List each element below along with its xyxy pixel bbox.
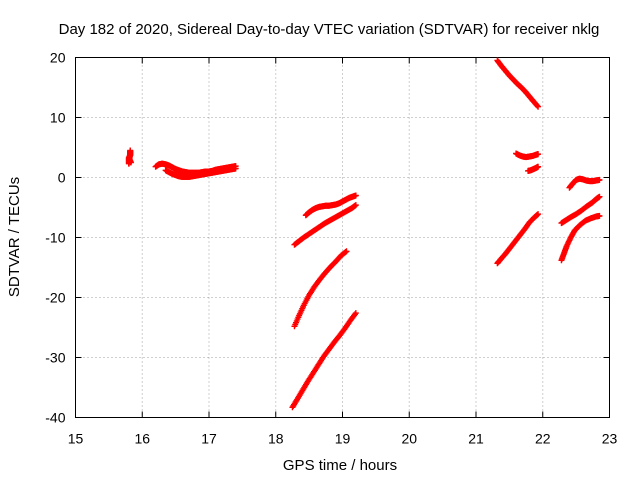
y-tick-labels: -40 -30 -20 -10 0 10 20 <box>45 50 65 426</box>
x-tick-label: 17 <box>201 431 217 447</box>
data-point <box>534 102 541 109</box>
x-tick-label: 16 <box>134 431 150 447</box>
series-4 <box>291 202 359 248</box>
series-6 <box>289 310 359 411</box>
y-tick-label: -10 <box>45 230 65 246</box>
y-tick-label: -30 <box>45 350 65 366</box>
series-11 <box>566 175 603 191</box>
series-3 <box>302 192 359 219</box>
series-0 <box>125 147 134 167</box>
series-10 <box>494 211 542 267</box>
data-point <box>535 103 542 110</box>
data-point <box>596 212 603 219</box>
y-tick-label: 0 <box>58 170 66 186</box>
series-2 <box>162 165 239 180</box>
data-point <box>535 151 542 158</box>
data-point <box>232 165 239 172</box>
data-point <box>352 310 359 317</box>
axis-ticks <box>75 57 610 418</box>
x-tick-label: 23 <box>602 431 618 447</box>
y-tick-label: -20 <box>45 290 65 306</box>
series-12 <box>558 193 603 227</box>
data-point <box>535 211 542 218</box>
data-point <box>352 192 359 199</box>
x-tick-label: 18 <box>268 431 284 447</box>
y-tick-label: 20 <box>50 50 66 66</box>
x-axis-label: GPS time / hours <box>283 457 397 474</box>
x-tick-label: 20 <box>401 431 417 447</box>
data-point <box>351 311 358 318</box>
x-tick-label: 19 <box>335 431 351 447</box>
y-axis-label: SDTVAR / TECUs <box>6 177 23 297</box>
data-point <box>127 159 134 166</box>
chart-title: Day 182 of 2020, Sidereal Day-to-day VTE… <box>59 21 600 38</box>
series-5 <box>291 248 350 330</box>
series-7 <box>494 57 542 110</box>
data-point <box>352 202 359 209</box>
x-tick-label: 15 <box>68 431 84 447</box>
series-8 <box>513 150 542 161</box>
grid-lines <box>75 57 610 418</box>
data-point <box>596 193 603 200</box>
y-tick-label: 10 <box>50 110 66 126</box>
x-tick-label: 22 <box>535 431 551 447</box>
series-13 <box>558 212 603 264</box>
data-point <box>596 176 603 183</box>
y-tick-label: -40 <box>45 410 65 426</box>
data-point <box>535 163 542 170</box>
x-tick-label: 21 <box>468 431 484 447</box>
data-points <box>125 57 603 411</box>
series-9 <box>525 163 542 174</box>
data-point <box>343 248 350 255</box>
x-tick-labels: 15 16 17 18 19 20 21 22 23 <box>68 431 618 447</box>
